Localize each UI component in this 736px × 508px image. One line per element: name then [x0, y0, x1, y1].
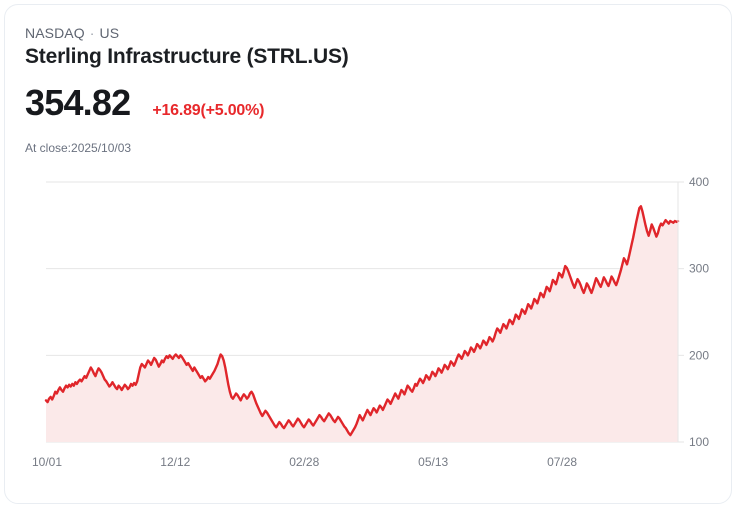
x-axis-label: 10/01: [32, 455, 62, 469]
y-axis-label: 400: [689, 175, 709, 189]
y-axis-label: 200: [689, 348, 709, 362]
y-axis-label: 100: [689, 435, 709, 449]
price-area-fill: [46, 206, 678, 442]
price-chart[interactable]: 100 200 300 400 10/01 12/12 02/28 05/13 07/28: [5, 165, 733, 485]
y-axis-label: 300: [689, 262, 709, 276]
x-axis-label: 07/28: [547, 455, 577, 469]
x-axis-label: 12/12: [160, 455, 190, 469]
price-change: +16.89(+5.00%): [152, 102, 265, 119]
price-chart-svg[interactable]: 100 200 300 400 10/01 12/12 02/28 05/13 07/28: [5, 165, 733, 485]
x-axis-label: 02/28: [289, 455, 319, 469]
exchange-label: NASDAQ: [25, 25, 85, 41]
chart-x-axis-labels: 10/01 12/12 02/28 05/13 07/28: [32, 455, 577, 469]
at-close-timestamp: At close:2025/10/03: [25, 141, 132, 155]
current-price: 354.82: [25, 82, 131, 123]
chart-y-axis-labels: 100 200 300 400: [678, 175, 709, 449]
exchange-separator: ·: [89, 25, 95, 41]
exchange-region-row: NASDAQ · US: [25, 25, 119, 41]
quote-card: NASDAQ · US Sterling Infrastructure (STRL.…: [4, 4, 732, 504]
x-axis-label: 05/13: [418, 455, 448, 469]
price-line: [44, 205, 680, 437]
region-label: US: [99, 25, 120, 41]
page-title: Sterling Infrastructure (STRL.US): [25, 45, 349, 68]
price-row: 354.82 +16.89(+5.00%): [25, 85, 264, 121]
